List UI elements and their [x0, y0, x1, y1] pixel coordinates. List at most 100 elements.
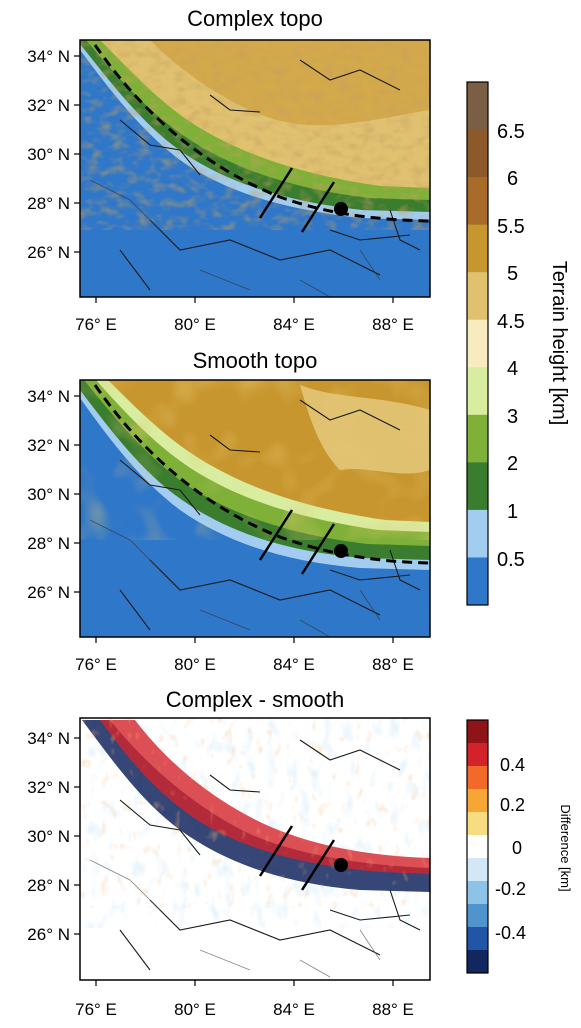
transect-line-1: [258, 825, 294, 877]
panel-title: Complex topo: [187, 6, 323, 31]
difference-tick-label: 0.4: [500, 755, 525, 775]
border-lines-inner: [89, 519, 381, 637]
station-marker: [334, 858, 348, 872]
y-tick-label: 26° N: [27, 583, 70, 602]
station-marker: [334, 544, 348, 558]
terrain-tick-label: 3: [507, 406, 518, 428]
difference-colorbar-frame: [466, 719, 489, 974]
x-axis-ticks: [95, 980, 394, 986]
country-borders: [119, 739, 421, 971]
x-tick-label: 80° E: [174, 1000, 216, 1019]
y-tick-label: 28° N: [27, 194, 70, 213]
difference-colorbar-cell: [467, 743, 488, 767]
panel-frame: [79, 717, 431, 981]
difference-colorbar-cell: [467, 789, 488, 813]
terrain-colorbar-cells: [467, 82, 488, 606]
transect-line-1: [258, 509, 294, 561]
difference-colorbar-cell: [467, 720, 488, 744]
x-tick-label: 76° E: [75, 1000, 117, 1019]
terrain-tick-label: 2: [507, 453, 518, 475]
y-tick-label: 32° N: [27, 778, 70, 797]
y-tick-label: 30° N: [27, 827, 70, 846]
x-axis-ticks: [95, 297, 394, 303]
arc-dashed-line: [93, 384, 431, 565]
difference-colorbar: 0.4 0.2 0 -0.2 -0.4 Difference [km]: [466, 719, 573, 974]
station-marker: [334, 202, 348, 216]
difference-colorbar-cell: [467, 950, 488, 974]
difference-tick-label: -0.4: [495, 923, 526, 943]
terrain-colorbar-frame: [466, 81, 489, 606]
terrain-colorbar-cell: [467, 462, 488, 511]
y-tick-label: 32° N: [27, 96, 70, 115]
terrain-tick-label: 5.5: [497, 216, 525, 238]
difference-tick-label: 0: [512, 838, 522, 858]
transect-line-1: [258, 167, 294, 219]
terrain-tick-label: 6: [507, 168, 518, 190]
terrain-colorbar-cell: [467, 319, 488, 368]
y-tick-label: 34° N: [27, 729, 70, 748]
x-axis-ticks: [95, 637, 394, 643]
terrain-colorbar-title: Terrain height [km]: [548, 261, 570, 426]
transect-line-2: [300, 839, 336, 891]
x-tick-label: 76° E: [75, 655, 117, 674]
x-tick-label: 84° E: [273, 315, 315, 334]
terrain-colorbar-cell: [467, 557, 488, 606]
x-tick-label: 80° E: [174, 655, 216, 674]
country-borders: [119, 59, 421, 291]
x-tick-label: 76° E: [75, 315, 117, 334]
border-lines-inner: [89, 859, 381, 978]
y-tick-label: 28° N: [27, 534, 70, 553]
y-tick-label: 26° N: [27, 243, 70, 262]
y-tick-label: 34° N: [27, 387, 70, 406]
terrain-tick-label: 4: [507, 358, 518, 380]
difference-colorbar-cell: [467, 766, 488, 790]
y-tick-label: 34° N: [27, 47, 70, 66]
terrain-colorbar-cell: [467, 367, 488, 416]
terrain-colorbar: 6.5 6 5.5 5 4.5 4 3 2 1 0.5 Terrain heig…: [466, 81, 570, 606]
panel-smooth-topo: Smooth topo 34° N 32° N 30°: [27, 348, 431, 674]
terrain-colorbar-cell: [467, 177, 488, 226]
transect-line-2: [300, 523, 336, 575]
transect-line-2: [300, 181, 336, 233]
border-lines-inner: [89, 179, 381, 297]
panel-difference: Complex - smooth 34° N 32° N 30° N 28° N…: [27, 687, 431, 1019]
terrain-tick-label: 0.5: [497, 549, 525, 571]
x-tick-label: 88° E: [372, 1000, 414, 1019]
panel-title: Complex - smooth: [166, 687, 345, 712]
terrain-colorbar-cell: [467, 82, 488, 131]
y-tick-label: 30° N: [27, 145, 70, 164]
terrain-colorbar-cell: [467, 129, 488, 178]
difference-colorbar-title: Difference [km]: [558, 804, 573, 891]
terrain-tick-label: 1: [507, 501, 518, 523]
y-tick-label: 32° N: [27, 436, 70, 455]
panel-frame: [79, 39, 431, 298]
terrain-colorbar-cell: [467, 509, 488, 558]
terrain-tick-label: 6.5: [497, 121, 525, 143]
difference-texture-red: [80, 718, 430, 908]
difference-colorbar-cell: [467, 881, 488, 905]
difference-colorbar-cell: [467, 812, 488, 836]
difference-tick-label: -0.2: [495, 879, 526, 899]
x-tick-label: 80° E: [174, 315, 216, 334]
terrain-colorbar-cell: [467, 224, 488, 273]
y-axis-ticks: [74, 55, 80, 253]
difference-colorbar-cells: [467, 720, 488, 974]
x-tick-label: 88° E: [372, 655, 414, 674]
difference-colorbar-cell: [467, 904, 488, 928]
x-tick-label: 84° E: [273, 1000, 315, 1019]
ridge-texture: [80, 40, 430, 230]
difference-tick-label: 0.2: [500, 795, 525, 815]
panel-frame: [79, 379, 431, 638]
terrain-colorbar-cell: [467, 272, 488, 321]
panel-complex-topo: Complex topo 34° N 32° N 30° N: [27, 6, 431, 334]
y-axis-ticks: [74, 737, 80, 935]
terrain-colorbar-cell: [467, 414, 488, 463]
difference-colorbar-cell: [467, 858, 488, 882]
panel-title: Smooth topo: [193, 348, 318, 373]
country-borders: [119, 399, 421, 631]
x-tick-label: 84° E: [273, 655, 315, 674]
y-tick-label: 28° N: [27, 876, 70, 895]
arc-dashed-line: [93, 44, 431, 223]
y-tick-label: 26° N: [27, 925, 70, 944]
